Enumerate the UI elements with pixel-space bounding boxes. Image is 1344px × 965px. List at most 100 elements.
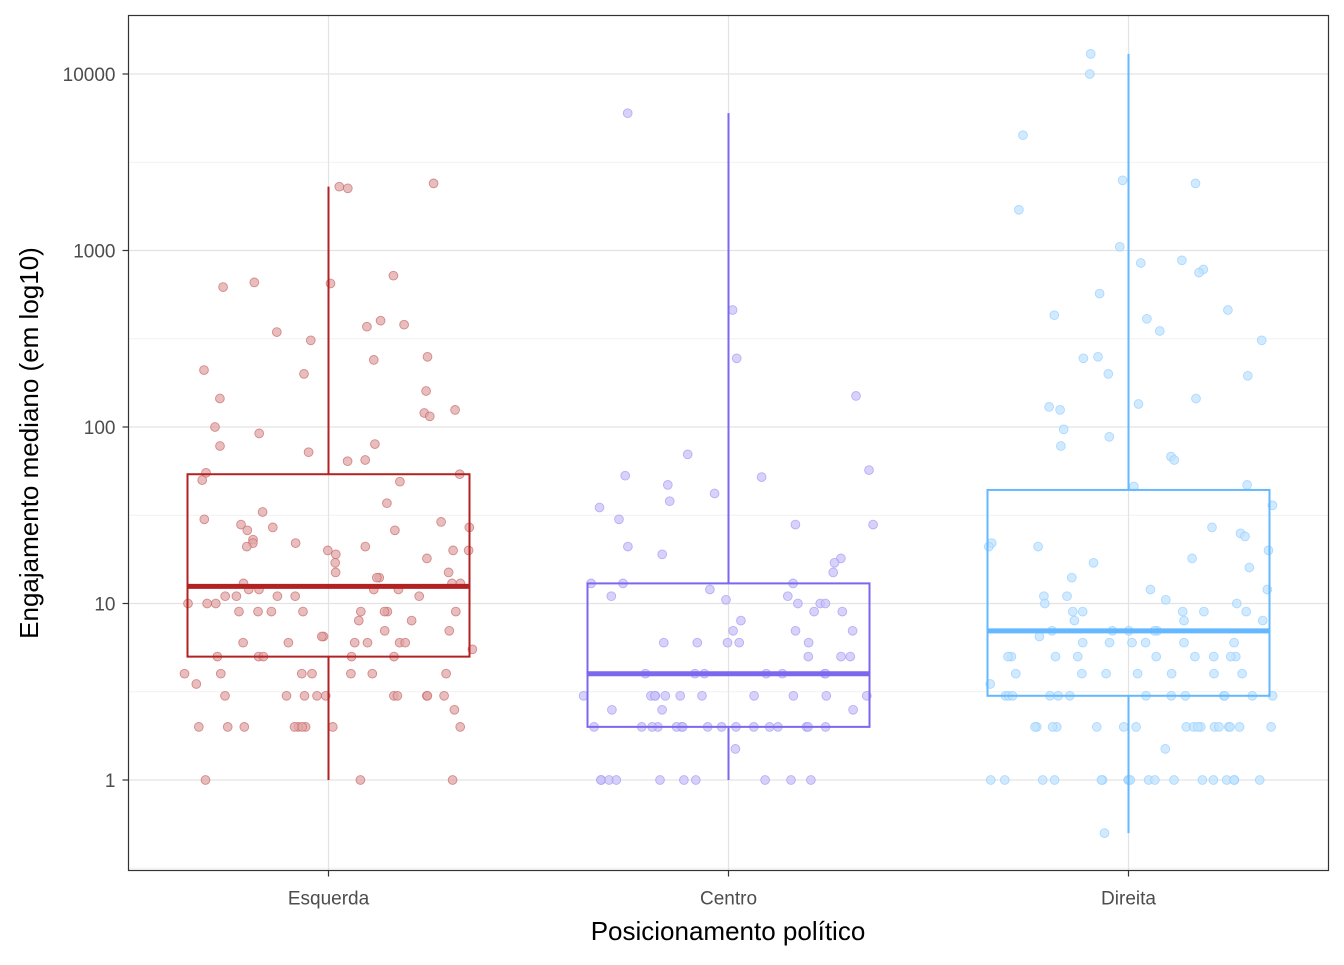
data-point — [422, 690, 433, 701]
y-tick-label: 100 — [84, 418, 116, 439]
data-point — [1018, 130, 1028, 141]
data-point — [1194, 267, 1204, 278]
data-point — [1066, 572, 1077, 583]
data-point — [614, 514, 624, 525]
data-point — [241, 541, 252, 552]
data-point — [845, 651, 856, 662]
data-point — [1242, 370, 1253, 381]
data-point — [1125, 775, 1136, 785]
data-point — [623, 541, 633, 552]
data-point — [650, 690, 660, 701]
data-point — [1241, 606, 1252, 617]
data-point — [316, 631, 327, 642]
data-point — [607, 704, 617, 715]
data-point — [193, 722, 204, 732]
data-point — [400, 637, 411, 648]
data-point — [1225, 722, 1235, 732]
data-point — [1104, 431, 1115, 442]
data-point — [829, 557, 840, 568]
data-point — [1199, 606, 1209, 617]
data-point — [722, 637, 733, 648]
data-point — [322, 545, 333, 556]
data-point — [660, 690, 671, 701]
data-point — [1193, 722, 1203, 732]
data-point — [1077, 606, 1088, 617]
data-point — [721, 594, 731, 605]
data-point — [379, 625, 390, 636]
data-point — [820, 598, 831, 609]
data-point — [786, 775, 796, 785]
data-point — [349, 637, 360, 648]
data-point — [1096, 775, 1107, 785]
data-point — [1055, 405, 1065, 415]
data-point — [736, 615, 746, 626]
data-point — [298, 606, 308, 617]
y-tick-label: 10000 — [63, 65, 116, 86]
data-point — [444, 625, 455, 636]
data-point — [728, 625, 738, 636]
data-point — [422, 553, 432, 564]
data-point — [312, 690, 322, 701]
points-layer — [179, 49, 1278, 838]
data-point — [1058, 424, 1069, 435]
data-point — [1190, 178, 1201, 189]
x-tick-label: Esquerda — [288, 889, 370, 910]
data-point — [281, 690, 292, 701]
data-point — [197, 475, 208, 485]
data-point — [327, 722, 338, 732]
data-point — [1131, 722, 1141, 732]
data-point — [254, 428, 265, 439]
data-point — [983, 541, 994, 552]
data-point — [330, 549, 341, 560]
data-point — [1145, 584, 1156, 595]
data-point — [303, 447, 314, 458]
data-point — [368, 355, 379, 365]
data-point — [1140, 637, 1151, 648]
data-point — [290, 591, 301, 602]
data-point — [330, 567, 341, 578]
data-point — [436, 517, 446, 527]
data-point — [422, 351, 433, 362]
data-point — [1084, 69, 1095, 79]
data-point — [1177, 606, 1188, 617]
data-point — [448, 545, 458, 556]
data-point — [342, 183, 353, 194]
data-point — [622, 108, 633, 119]
data-point — [1127, 637, 1137, 648]
data-point — [1254, 775, 1265, 785]
data-point — [1231, 598, 1242, 609]
data-point — [266, 606, 277, 617]
data-point — [1037, 775, 1048, 785]
data-point — [271, 327, 282, 337]
data-point — [1067, 606, 1078, 617]
data-point — [202, 598, 212, 609]
data-point — [367, 668, 378, 679]
data-point — [1014, 204, 1024, 215]
x-axis-title: Posicionamento político — [591, 916, 866, 946]
data-point — [1209, 668, 1219, 679]
data-point — [803, 637, 814, 648]
data-point — [210, 598, 221, 609]
data-point — [1133, 399, 1144, 409]
data-point — [868, 519, 878, 530]
data-point — [455, 722, 466, 732]
data-point — [1117, 175, 1128, 186]
data-point — [191, 679, 202, 689]
data-point — [1091, 722, 1102, 732]
data-point — [657, 704, 667, 715]
data-point — [709, 488, 720, 499]
data-point — [428, 178, 439, 189]
data-point — [399, 319, 409, 330]
data-point — [1187, 553, 1197, 564]
data-point — [1078, 353, 1089, 364]
data-point — [985, 775, 996, 785]
data-point — [806, 775, 816, 785]
data-point — [682, 449, 693, 460]
data-point — [788, 690, 799, 701]
y-tick-label: 10 — [94, 595, 115, 616]
box-layer — [186, 53, 1271, 834]
data-point — [297, 722, 308, 732]
data-point — [1033, 541, 1043, 552]
data-point — [299, 690, 310, 701]
